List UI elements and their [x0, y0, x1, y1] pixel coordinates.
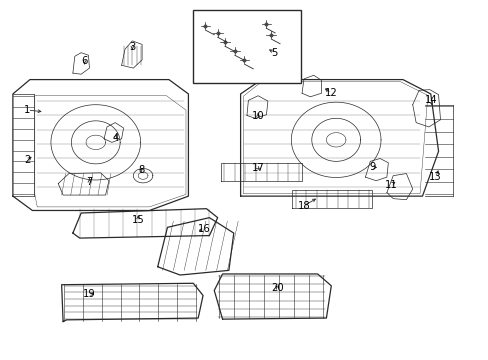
Text: 4: 4	[112, 133, 118, 143]
Text: 9: 9	[368, 162, 375, 172]
Text: 3: 3	[129, 42, 135, 51]
Text: 12: 12	[324, 88, 337, 98]
Text: 10: 10	[251, 111, 264, 121]
Text: 7: 7	[86, 177, 92, 187]
Text: 18: 18	[297, 201, 310, 211]
Text: 20: 20	[271, 283, 284, 293]
Text: 11: 11	[384, 180, 396, 190]
Bar	[193, 10, 300, 83]
Text: 6: 6	[81, 56, 87, 66]
Text: 19: 19	[83, 289, 96, 299]
Text: 16: 16	[198, 225, 210, 234]
Text: 14: 14	[424, 95, 436, 105]
Text: 5: 5	[271, 48, 277, 58]
Text: 1: 1	[24, 105, 31, 115]
Text: 15: 15	[132, 215, 144, 225]
Text: 17: 17	[251, 163, 264, 173]
Text: 2: 2	[24, 155, 31, 165]
Text: 13: 13	[428, 172, 441, 182]
Text: 8: 8	[138, 165, 144, 175]
